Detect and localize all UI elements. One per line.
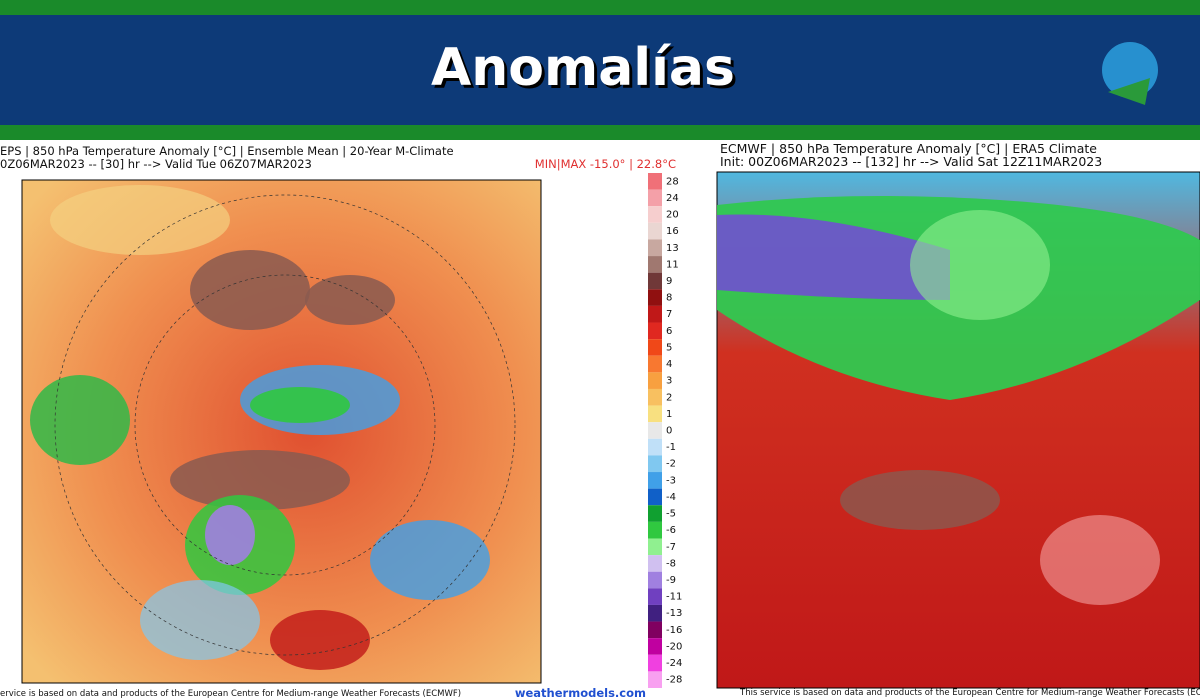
colorbar-label: -8	[666, 558, 676, 569]
right-title: ECMWF | 850 hPa Temperature Anomaly [°C]…	[720, 141, 1097, 156]
colorbar-label: 28	[666, 176, 679, 187]
colorbar-label: 1	[666, 409, 672, 420]
colorbar-label: 16	[666, 226, 679, 237]
colorbar-label: 13	[666, 243, 679, 254]
left-subtitle: 0Z06MAR2023 -- [30] hr --> Valid Tue 06Z…	[0, 157, 312, 171]
colorbar-label: 7	[666, 309, 672, 320]
map-area	[30, 375, 130, 465]
colorbar-swatch	[648, 671, 662, 688]
colorbar-swatch	[648, 604, 662, 622]
colorbar-swatch	[648, 256, 662, 273]
colorbar-swatch	[648, 521, 662, 539]
colorbar-label: 6	[666, 326, 672, 337]
colorbar-swatch	[648, 272, 662, 290]
colorbar-label: -4	[666, 492, 676, 503]
colorbar-swatch	[648, 438, 662, 456]
colorbar-label: -11	[666, 592, 682, 603]
left-title: EPS | 850 hPa Temperature Anomaly [°C] |…	[0, 144, 454, 158]
top-band	[0, 0, 1200, 15]
colorbar-label: 3	[666, 376, 672, 387]
colorbar-label: 5	[666, 342, 672, 353]
map-area	[50, 185, 230, 255]
colorbar-swatch	[648, 555, 662, 572]
colorbar-swatch	[648, 206, 662, 223]
map-area	[270, 610, 370, 670]
right-subtitle: Init: 00Z06MAR2023 -- [132] hr --> Valid…	[720, 154, 1102, 169]
map-area	[250, 387, 350, 423]
map-area	[840, 470, 1000, 530]
map-area	[370, 520, 490, 600]
colorbar-swatch	[648, 322, 662, 340]
colorbar-swatch	[648, 222, 662, 240]
colorbar-swatch	[648, 638, 662, 655]
colorbar-swatch	[648, 305, 662, 323]
colorbar-swatch	[648, 621, 662, 639]
colorbar-label: 2	[666, 392, 672, 403]
colorbar-label: 0	[666, 426, 672, 437]
colorbar-swatch	[648, 538, 662, 556]
colorbar-swatch	[648, 472, 662, 489]
colorbar-label: -9	[666, 575, 676, 586]
colorbar-label: 4	[666, 359, 672, 370]
latitude-circle	[54, 194, 516, 656]
colorbar-swatch	[648, 571, 662, 589]
left-map	[21, 179, 542, 684]
title: Anomalías	[431, 38, 735, 98]
bottom-band	[0, 125, 1200, 140]
left-footer: ervice is based on data and products of …	[0, 689, 461, 699]
brand: weathermodels.com	[515, 686, 646, 700]
right-map	[716, 171, 1200, 689]
colorbar-swatch	[648, 289, 662, 306]
colorbar-swatch	[648, 239, 662, 257]
colorbar-label: -6	[666, 525, 676, 536]
right-footer: This service is based on data and produc…	[739, 688, 1200, 698]
map-area	[190, 250, 310, 330]
colorbar-label: 11	[666, 259, 679, 270]
colorbar-label: -24	[666, 658, 682, 669]
colorbar-label: -28	[666, 675, 682, 686]
colorbar-swatch	[648, 189, 662, 207]
map-area	[140, 580, 260, 660]
colorbar-swatch	[648, 355, 662, 373]
colorbar-label: -7	[666, 542, 676, 553]
colorbar-swatch	[648, 173, 662, 190]
colorbar-label: -20	[666, 641, 682, 652]
map-area	[1040, 515, 1160, 605]
colorbar-swatch	[648, 455, 662, 473]
colorbar-swatch	[648, 372, 662, 389]
colorbar-label: -5	[666, 509, 676, 520]
latitude-circle	[134, 274, 436, 576]
header-band	[0, 15, 1200, 125]
map-area	[910, 210, 1050, 320]
map-area	[305, 275, 395, 325]
colorbar-swatch	[648, 339, 662, 356]
colorbar-swatch	[648, 405, 662, 423]
colorbar-swatch	[648, 388, 662, 406]
colorbar-label: -2	[666, 459, 676, 470]
colorbar-label: -1	[666, 442, 676, 453]
colorbar-swatch	[648, 488, 662, 506]
colorbar-label: 8	[666, 293, 672, 304]
colorbar-swatch	[648, 654, 662, 672]
minmax: MIN|MAX -15.0° | 22.8°C	[535, 157, 676, 171]
colorbar-label: 9	[666, 276, 672, 287]
colorbar-swatch	[648, 422, 662, 439]
map-area	[170, 450, 350, 510]
logo-leaf	[1108, 78, 1150, 105]
colorbar-label: 20	[666, 210, 679, 221]
colorbar: 28 24 20 16 13 11 9 8 7 6 5 4 3 2 1 0 -1 -2 -3 -4 -5 -6 -7 -8 -9…	[648, 173, 682, 688]
title-shadow: Anomalías	[434, 41, 738, 101]
map-area	[717, 214, 950, 300]
colorbar-label: -3	[666, 475, 676, 486]
colorbar-swatch	[648, 505, 662, 522]
logo	[1102, 42, 1158, 105]
colorbar-label: 24	[666, 193, 679, 204]
colorbar-label: -16	[666, 625, 682, 636]
colorbar-swatch	[648, 588, 662, 605]
map-area	[205, 505, 255, 565]
colorbar-label: -13	[666, 608, 682, 619]
